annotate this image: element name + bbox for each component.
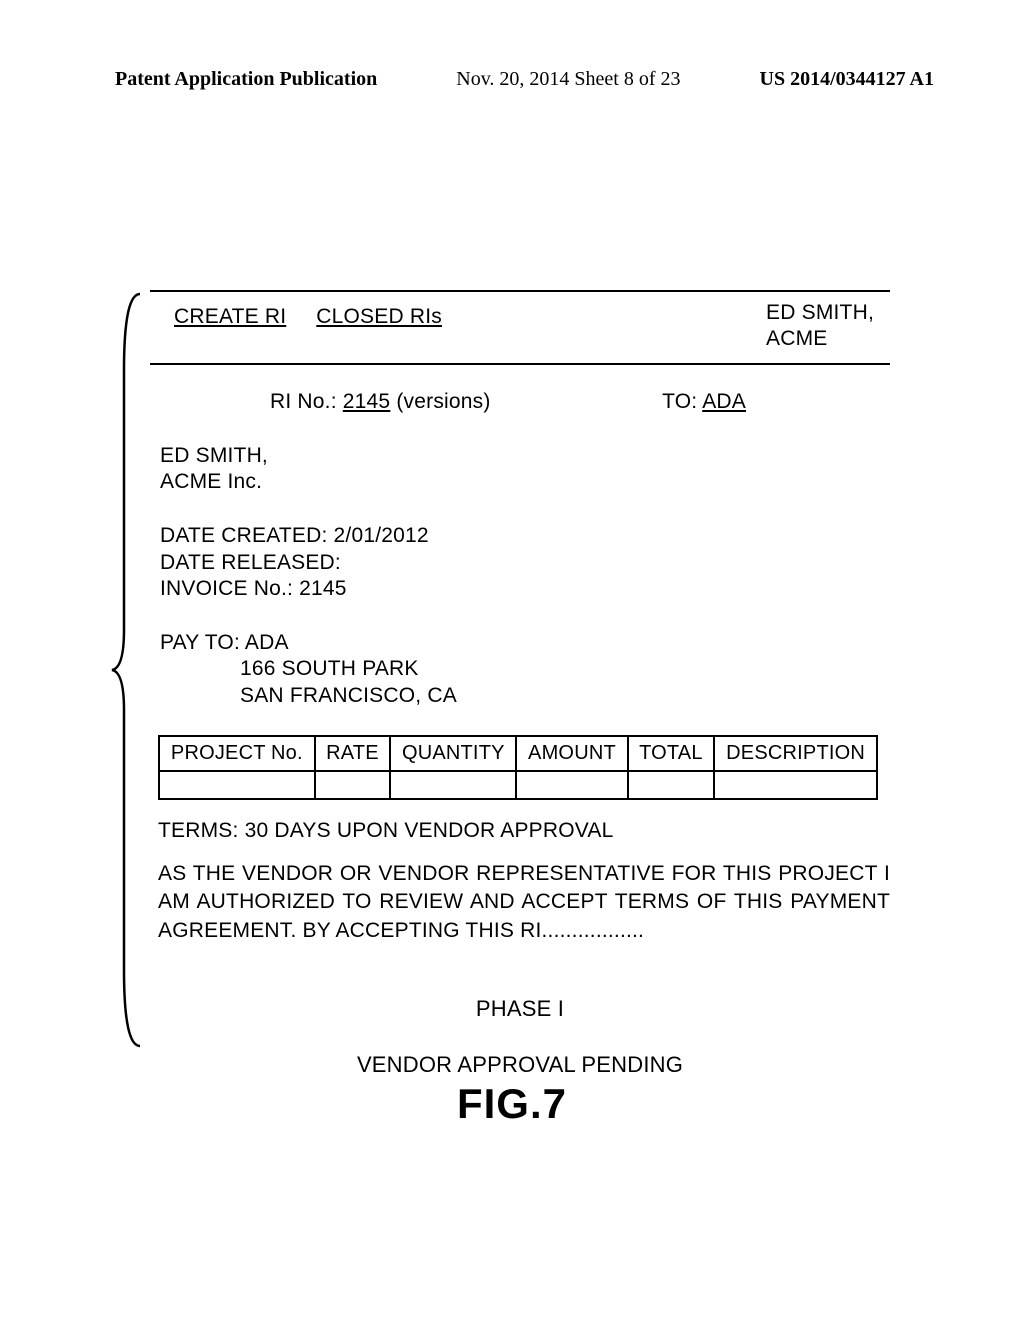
pub-left: Patent Application Publication [115,68,377,91]
form-topbar: CREATE RI CLOSED RIs ED SMITH, ACME [150,290,890,365]
payto-addr1: 166 SOUTH PARK [160,656,890,682]
closed-ris-link[interactable]: CLOSED RIs [316,304,442,330]
cell-project[interactable] [159,771,315,799]
from-block: ED SMITH, ACME Inc. [150,415,890,496]
col-amount: AMOUNT [516,736,627,771]
figure-body: CREATE RI CLOSED RIs ED SMITH, ACME RI N… [150,290,890,1078]
col-rate: RATE [315,736,391,771]
col-project: PROJECT No. [159,736,315,771]
ri-form: CREATE RI CLOSED RIs ED SMITH, ACME RI N… [150,290,890,1078]
cell-qty[interactable] [390,771,516,799]
line-items-table: PROJECT No. RATE QUANTITY AMOUNT TOTAL D… [158,735,878,800]
date-released: DATE RELEASED: [160,550,890,576]
authorization-text: AS THE VENDOR OR VENDOR REPRESENTATIVE F… [150,844,890,945]
cell-amount[interactable] [516,771,627,799]
invoice-no: INVOICE No.: 2145 [160,576,890,602]
ri-suffix: (versions) [390,390,490,413]
phase-label: PHASE I [150,945,890,1023]
col-qty: QUANTITY [390,736,516,771]
to-block: TO: ADA [662,389,866,415]
terms-text: TERMS: 30 DAYS UPON VENDOR APPROVAL [150,800,890,844]
cell-total[interactable] [628,771,715,799]
to-value[interactable]: ADA [702,390,746,413]
cell-desc[interactable] [714,771,877,799]
cell-rate[interactable] [315,771,391,799]
status-label: VENDOR APPROVAL PENDING [150,1023,890,1079]
pub-center: Nov. 20, 2014 Sheet 8 of 23 [456,68,680,91]
from-line2: ACME Inc. [160,469,890,495]
publication-header: Patent Application Publication Nov. 20, … [0,68,1024,91]
ri-number: RI No.: 2145 (versions) [270,389,491,415]
pub-right: US 2014/0344127 A1 [760,68,934,91]
tab-links: CREATE RI CLOSED RIs [174,300,442,330]
payto-label: PAY TO: ADA [160,630,890,656]
to-label: TO: [662,390,702,413]
dates-block: DATE CREATED: 2/01/2012 DATE RELEASED: I… [150,495,890,602]
user-org: ACME [766,326,874,352]
col-total: TOTAL [628,736,715,771]
payto-block: PAY TO: ADA 166 SOUTH PARK SAN FRANCISCO… [150,602,890,709]
table-header-row: PROJECT No. RATE QUANTITY AMOUNT TOTAL D… [159,736,877,771]
create-ri-link[interactable]: CREATE RI [174,304,286,330]
ri-label: RI No.: [270,390,343,413]
brace-icon [110,290,150,1050]
user-block: ED SMITH, ACME [766,300,884,353]
figure-number: FIG.7 [0,1080,1024,1128]
payto-addr2: SAN FRANCISCO, CA [160,683,890,709]
from-line1: ED SMITH, [160,443,890,469]
ri-value[interactable]: 2145 [343,390,391,413]
meta-row: RI No.: 2145 (versions) TO: ADA [150,365,890,415]
table-row [159,771,877,799]
user-name: ED SMITH, [766,300,874,326]
col-desc: DESCRIPTION [714,736,877,771]
date-created: DATE CREATED: 2/01/2012 [160,523,890,549]
